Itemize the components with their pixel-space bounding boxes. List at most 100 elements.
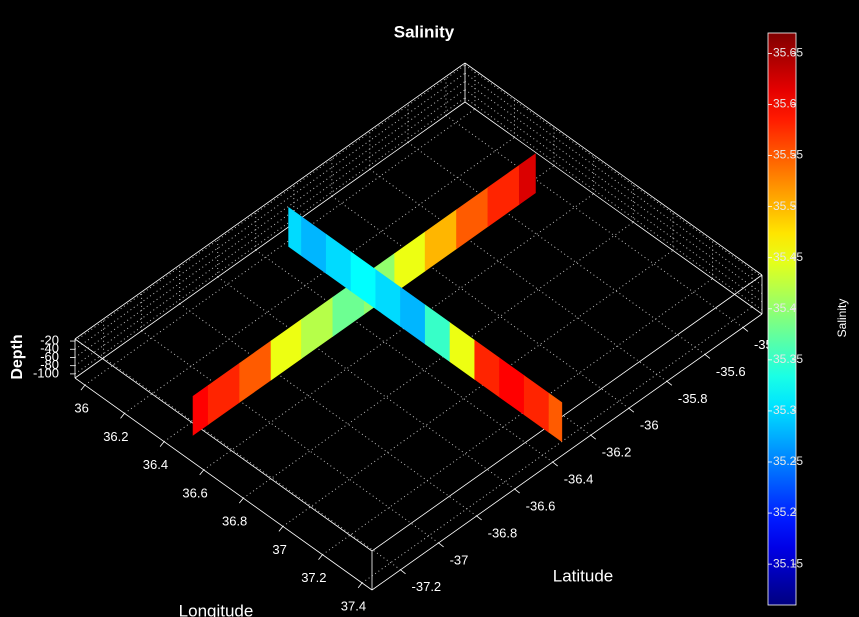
x-tick (238, 497, 244, 504)
colorbar-tick-label: 35.45 (773, 250, 803, 264)
grid-line (203, 193, 594, 471)
salinity-segment (474, 339, 500, 398)
y-tick-label: -37 (450, 552, 469, 567)
box-edge (371, 313, 763, 591)
colorbar-tick-label: 35.15 (773, 556, 803, 570)
colorbar-tick-label: 35.65 (773, 46, 803, 60)
z-tick-label: -100 (33, 365, 59, 380)
box-edge (464, 101, 763, 315)
y-tick (666, 381, 673, 386)
colorbar-tick-label: 35.55 (773, 148, 803, 162)
z-tick-label: -80 (40, 357, 59, 372)
salinity-segment (400, 286, 426, 345)
colorbar-tick-label: 35.3 (773, 403, 797, 417)
salinity-segment (325, 233, 352, 292)
y-tick-label: -35.6 (716, 364, 746, 379)
salinity-segment (394, 231, 426, 294)
y-tick (590, 434, 597, 440)
grid-line (407, 141, 706, 355)
y-tick (438, 542, 444, 548)
salinity-segment (270, 318, 302, 381)
salinity-segment (424, 209, 457, 272)
y-tick-label: -36.4 (564, 472, 594, 487)
grid-line (141, 330, 439, 544)
salinity-segment (456, 186, 489, 250)
y-tick-label: -37.2 (412, 579, 442, 594)
x-axis-label: Longitude (179, 601, 254, 617)
y-tick-label: -35.8 (678, 391, 708, 406)
salinity-segment (239, 340, 272, 403)
x-tick (199, 469, 205, 476)
y-tick (552, 461, 558, 467)
y-tick-label: -36 (640, 418, 659, 433)
x-tick (318, 554, 323, 560)
box-edge (74, 101, 466, 379)
y-tick-label: -36.2 (602, 445, 632, 460)
colorbar-tick-label: 35.25 (773, 454, 803, 468)
box-edge (464, 62, 763, 276)
y-tick (514, 488, 520, 494)
salinity-segment (192, 384, 209, 436)
x-tick-label: 36.4 (143, 457, 168, 472)
axes-box: 36 36.2 36.4 36.6 36.8 37 37.2 37.4 -37.2 -37 -36.… (33, 62, 784, 613)
grid-line (331, 195, 630, 409)
y-axis-label: Latitude (553, 566, 614, 585)
x-tick-label: 36.2 (103, 429, 128, 444)
salinity-segment (499, 357, 525, 416)
grid-line (322, 278, 713, 556)
x-tick (159, 441, 165, 447)
box-edge (74, 62, 466, 340)
salinity-segment (424, 304, 451, 363)
colorbar-tick-label: 35.35 (773, 352, 803, 366)
grid-line (103, 357, 401, 571)
grid-line (124, 136, 515, 414)
y-tick (400, 569, 406, 575)
x-tick-label: 37 (272, 542, 286, 557)
x-tick-label: 36.8 (222, 514, 247, 529)
grid-line (369, 168, 668, 382)
colorbar: 35.15 35.2 35.25 35.3 35.35 35.4 35.45 35.5 35.5… (767, 32, 849, 606)
box-edge (371, 274, 763, 552)
grid-line (74, 97, 466, 375)
x-tick (278, 526, 284, 532)
grid-line (255, 249, 554, 463)
x-tick (120, 413, 125, 419)
grid-line (464, 97, 763, 311)
x-tick (80, 384, 86, 391)
salinity-segment (288, 206, 302, 257)
salinity-segment (518, 153, 536, 205)
salinity-segment (301, 296, 334, 360)
box-edge (74, 338, 373, 552)
salinity-segment (548, 392, 563, 443)
z-axis-label: Depth (9, 334, 26, 379)
y-tick (476, 515, 482, 521)
y-tick-label: -36.8 (488, 525, 518, 540)
colorbar-tick-label: 35.2 (773, 505, 797, 519)
y-tick-label: -36.6 (526, 498, 556, 513)
y-tick (628, 407, 635, 413)
x-tick (357, 582, 363, 589)
salinity-segment (449, 322, 476, 380)
salinity-segment (523, 375, 550, 433)
curtains (192, 153, 563, 443)
chart-title: Salinity (394, 22, 455, 41)
grid-line (464, 81, 763, 294)
salinity-segment (207, 362, 240, 426)
colorbar-tick-label: 35.6 (773, 97, 797, 111)
x-tick-label: 37.2 (301, 570, 326, 585)
colorbar-scale (767, 32, 797, 606)
colorbar-tick-label: 35.4 (773, 301, 797, 315)
z-tick-label: -20 (40, 332, 59, 347)
grid-line (464, 72, 763, 286)
x-tick-label: 36 (74, 401, 88, 416)
grid-line (464, 89, 763, 303)
grid-line (179, 303, 477, 517)
colorbar-label: Salinity (835, 299, 849, 338)
z-tick-label: -60 (40, 349, 59, 364)
grid-line (361, 306, 753, 584)
x-tick-label: 37.4 (341, 598, 366, 613)
grid-line (217, 276, 515, 490)
grid-line (464, 64, 763, 278)
grid-line (445, 115, 744, 328)
